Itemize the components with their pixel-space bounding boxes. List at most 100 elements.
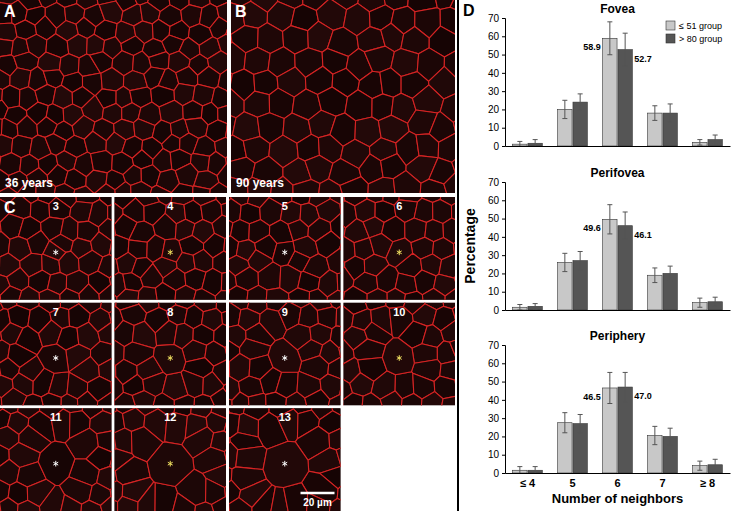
cell-outline	[149, 185, 173, 193]
error-stem	[625, 33, 626, 66]
tick-label: 30	[488, 86, 500, 97]
cell-outline	[367, 289, 387, 300]
error-bar	[623, 372, 628, 401]
x-axis-title: Number of neighbors	[552, 491, 683, 506]
tick-mark	[502, 36, 505, 37]
cell-outline	[236, 446, 267, 469]
tick-mark	[502, 310, 505, 311]
neighbor-count: 11	[50, 411, 62, 423]
tick-mark	[502, 418, 505, 419]
error-stem	[609, 205, 610, 234]
tick-label: ≤ 4	[520, 477, 536, 489]
error-bar	[578, 414, 583, 432]
cell-outline	[327, 395, 340, 406]
y-tick: 70	[488, 340, 505, 351]
error-bar	[533, 140, 538, 146]
cell-outline	[0, 286, 22, 300]
cell-outline	[39, 289, 60, 300]
cell-outline	[97, 392, 111, 405]
error-cap	[713, 470, 718, 471]
tick-label: 40	[488, 68, 500, 79]
error-stem	[670, 266, 671, 281]
cell-outline	[53, 184, 74, 193]
error-cap	[697, 139, 702, 140]
error-stem	[654, 268, 655, 283]
error-cap	[562, 118, 567, 119]
cell-outline	[224, 443, 226, 467]
micrograph	[229, 408, 341, 511]
tick-label: 50	[488, 376, 500, 387]
chart-title: Fovea	[600, 2, 635, 16]
cell-outline	[91, 151, 113, 173]
error-cap	[652, 267, 657, 268]
error-bar	[607, 372, 612, 403]
cell-outline	[454, 267, 455, 291]
error-cap	[607, 233, 612, 234]
cell-outline	[84, 131, 106, 154]
error-cap	[623, 33, 628, 34]
cell-outline	[416, 134, 439, 158]
divider	[457, 0, 459, 511]
tick-label: 50	[488, 49, 500, 60]
y-tick: 60	[488, 31, 505, 42]
cell-outline	[225, 337, 226, 363]
error-bar	[697, 298, 702, 307]
error-cap	[623, 211, 628, 212]
cell-outline	[340, 177, 369, 193]
y-tick: 50	[488, 49, 505, 60]
cell-outline	[59, 495, 81, 511]
tick-mark	[502, 18, 505, 19]
neighbor-count: 8	[167, 306, 173, 318]
y-tick: 30	[488, 86, 505, 97]
data-label: 52.7	[634, 54, 652, 64]
tick-label: 10	[488, 449, 500, 460]
error-bar	[623, 33, 628, 66]
y-tick: 10	[488, 286, 505, 297]
neighbor-count: 4	[167, 200, 174, 212]
cell-outline	[387, 288, 405, 299]
error-stem	[670, 428, 671, 444]
cell-outline	[393, 171, 421, 193]
error-cap	[517, 141, 522, 142]
bar	[603, 38, 617, 146]
cell-outline	[99, 284, 112, 299]
tick-mark	[502, 436, 505, 437]
y-tick: 10	[488, 122, 505, 133]
error-stem	[519, 305, 520, 310]
tick-label: 50	[488, 213, 500, 224]
neighbor-count: 10	[393, 306, 405, 318]
cell-outline	[401, 393, 422, 405]
cell-outline	[386, 238, 413, 267]
cell-outline	[380, 391, 402, 405]
error-bar	[668, 104, 673, 122]
error-cap	[578, 110, 583, 111]
center-marker	[397, 355, 402, 361]
data-label: 49.6	[583, 223, 601, 233]
tick-mark	[502, 146, 505, 147]
cell-outline	[155, 283, 175, 300]
cell-outline	[138, 286, 158, 299]
tick-mark	[502, 455, 505, 456]
cell-outline	[450, 337, 455, 363]
cell-outline	[37, 52, 60, 71]
y-tick: 60	[488, 358, 505, 369]
x-tick: ≤ 4	[520, 473, 536, 489]
error-cap	[713, 135, 718, 136]
error-stem	[535, 304, 536, 309]
error-cap	[607, 372, 612, 373]
error-bar	[533, 304, 538, 309]
error-cap	[533, 309, 538, 310]
tick-label: 0	[493, 141, 499, 152]
figure: AB36 years90 years34567891011121320 µmCD…	[0, 0, 737, 511]
y-tick: 10	[488, 449, 505, 460]
error-cap	[652, 282, 657, 283]
tick-mark	[502, 109, 505, 110]
cell-outline	[192, 289, 216, 300]
tick-mark	[502, 292, 505, 293]
tick-mark	[502, 382, 505, 383]
data-label: 47.0	[634, 391, 652, 401]
legend-label: ≤ 51 group	[679, 21, 722, 31]
x-tick: 6	[614, 473, 620, 489]
cell-outline	[441, 320, 455, 342]
cell-outline	[368, 177, 396, 193]
